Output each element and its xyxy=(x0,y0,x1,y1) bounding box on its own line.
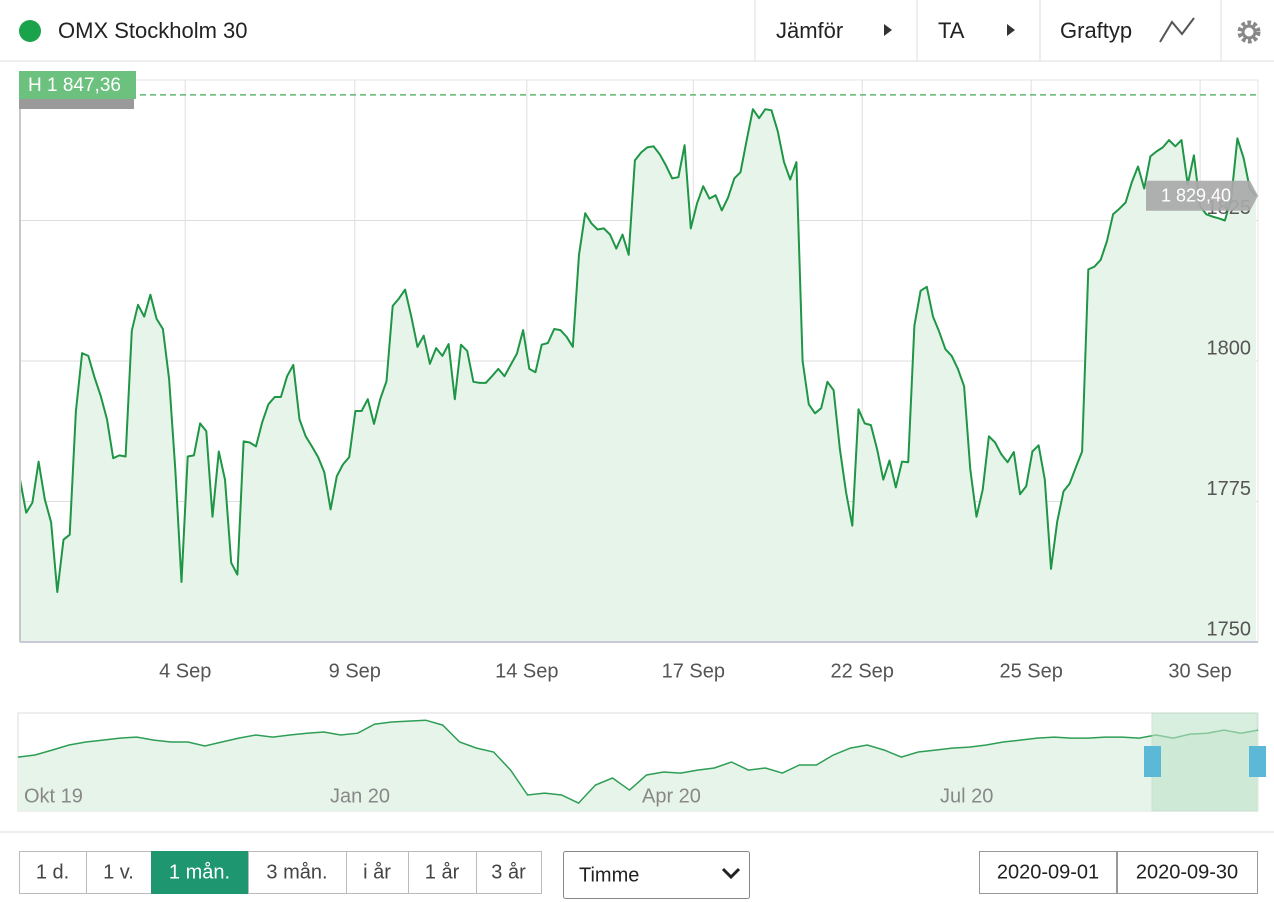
x-tick-label: 4 Sep xyxy=(159,660,211,682)
range-button[interactable] xyxy=(19,851,87,894)
navigator-label: Jul 20 xyxy=(940,785,993,807)
range-button[interactable] xyxy=(408,851,477,894)
charttype-menu[interactable]: Graftyp xyxy=(1060,18,1132,43)
navigator: Okt 19 Jan 20 Apr 20 Jul 20 xyxy=(17,712,1266,812)
navigator-selection[interactable] xyxy=(1151,712,1258,812)
range-label: 1 mån. xyxy=(169,861,230,883)
navigator-line xyxy=(17,719,1259,805)
price-line xyxy=(19,108,1257,593)
controls: 1 d. 1 v. 1 mån. 3 mån. i år 1 år 3 år Timme 202… xyxy=(19,851,1258,899)
select-chevron xyxy=(721,867,741,880)
range-label: 1 v. xyxy=(103,861,134,883)
compare-menu[interactable]: Jämför xyxy=(776,18,843,43)
x-tick-label: 22 Sep xyxy=(831,660,894,682)
range-button[interactable] xyxy=(476,851,542,894)
gear-ring xyxy=(1241,24,1257,40)
gear-teeth xyxy=(1237,20,1261,44)
y-tick-label: 1800 xyxy=(1207,337,1252,359)
interval-select[interactable] xyxy=(563,851,750,899)
main-chart: 4 Sep 9 Sep 14 Sep 17 Sep 22 Sep 25 Sep 30 Sep… xyxy=(19,71,1259,682)
charttype-icon xyxy=(1159,17,1195,43)
navigator-label: Apr 20 xyxy=(642,785,701,807)
navigator-area xyxy=(18,720,1258,811)
ta-menu[interactable]: TA xyxy=(938,18,965,43)
last-label: 1 829,40 xyxy=(1161,186,1231,206)
last-badge xyxy=(1146,180,1258,211)
range-label: 1 d. xyxy=(36,861,69,883)
high-badge xyxy=(19,71,136,99)
y-tick-label: 1775 xyxy=(1207,478,1252,500)
y-tick-label: 1750 xyxy=(1207,618,1252,640)
status-dot xyxy=(19,20,41,42)
settings-gear[interactable] xyxy=(1237,20,1261,44)
menu-arrow xyxy=(1007,24,1015,36)
high-label: H 1 847,36 xyxy=(28,75,121,96)
navigator-handle[interactable] xyxy=(1144,746,1161,777)
navigator-handle[interactable] xyxy=(1249,746,1266,777)
to-date-label: 2020-09-30 xyxy=(1136,861,1238,883)
range-label: 3 år xyxy=(491,861,526,883)
range-button[interactable] xyxy=(346,851,409,894)
x-tick-label: 17 Sep xyxy=(662,660,725,682)
range-label: 3 mån. xyxy=(266,861,327,883)
from-date-label: 2020-09-01 xyxy=(997,861,1099,883)
x-tick-label: 25 Sep xyxy=(999,660,1062,682)
navigator-label: Jan 20 xyxy=(330,785,390,807)
interval-value: Timme xyxy=(579,864,639,886)
x-tick-label: 9 Sep xyxy=(329,660,381,682)
area xyxy=(20,109,1256,642)
instrument-title: OMX Stockholm 30 xyxy=(58,18,248,43)
range-label: 1 år xyxy=(425,861,460,883)
menu-arrow xyxy=(884,24,892,36)
x-tick-label: 30 Sep xyxy=(1168,660,1231,682)
range-label: i år xyxy=(363,861,391,883)
header-bar xyxy=(0,0,1274,62)
range-button[interactable] xyxy=(151,851,249,894)
x-tick-label: 14 Sep xyxy=(495,660,558,682)
to-date[interactable] xyxy=(1117,851,1258,894)
from-date[interactable] xyxy=(979,851,1117,894)
navigator-label: Okt 19 xyxy=(24,785,83,807)
